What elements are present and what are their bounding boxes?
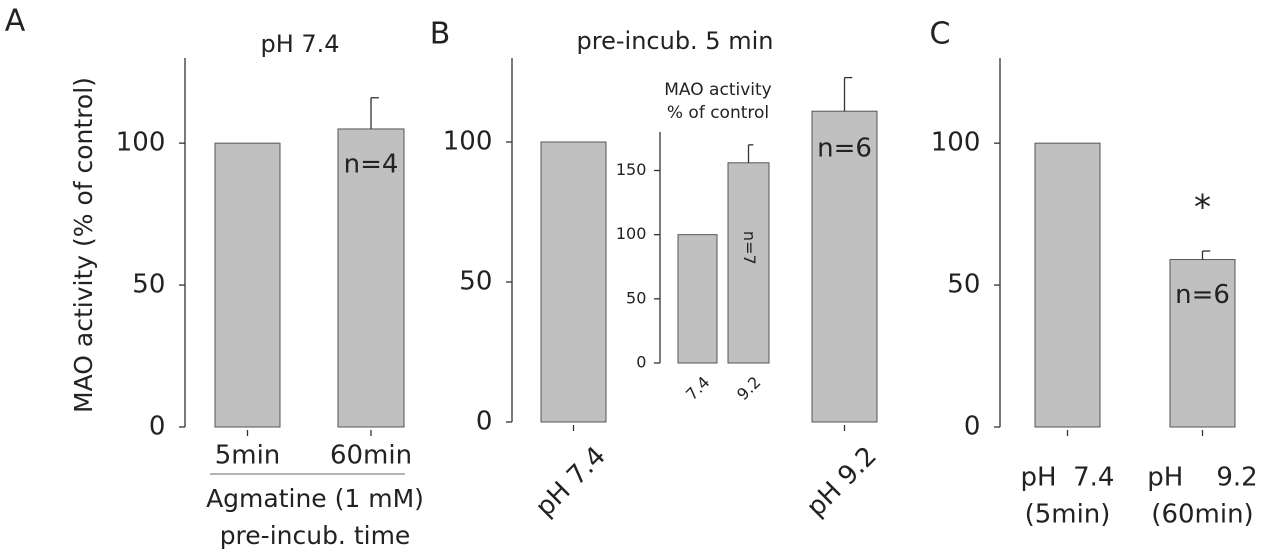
x-tick-label: pH 7.4 — [1021, 463, 1115, 493]
x-tick-label: (5min) — [1025, 500, 1111, 530]
bar — [540, 141, 607, 423]
y-tick-label: 150 — [616, 160, 647, 179]
x-tick-label: 5min — [215, 441, 281, 471]
bar — [1034, 142, 1101, 428]
y-tick-label: 0 — [149, 412, 166, 442]
panel-title: pre-incub. 5 min — [577, 27, 774, 55]
bar — [214, 142, 281, 428]
inset-title: % of control — [667, 103, 769, 123]
y-tick-label: 100 — [616, 224, 647, 243]
panel-letter: C — [930, 17, 951, 52]
y-tick-label: 0 — [964, 412, 981, 442]
y-tick-label: 100 — [116, 128, 166, 158]
y-tick-label: 0 — [636, 353, 646, 372]
panel-letter: B — [430, 17, 451, 52]
bar — [1169, 259, 1236, 428]
inset-title: MAO activity — [664, 80, 771, 100]
panel-title: pH 7.4 — [260, 30, 339, 58]
y-tick-label: 50 — [626, 288, 646, 307]
significance: * — [1194, 188, 1211, 228]
n-label: n=6 — [817, 134, 872, 164]
x-tick-label: pH 9.2 — [1147, 463, 1257, 493]
n-label: n=6 — [1175, 280, 1230, 310]
y-axis-label: MAO activity (% of control) — [69, 77, 98, 413]
bar — [337, 128, 405, 428]
group-label: Agmatine (1 mM) — [206, 484, 424, 513]
n-label: n=4 — [344, 149, 399, 179]
x-tick-label: 60min — [330, 441, 412, 471]
y-tick-label: 100 — [443, 127, 493, 157]
bar — [811, 110, 878, 423]
x-tick-label: (60min) — [1151, 500, 1253, 530]
x-tick-label: pH 9.2 — [801, 441, 883, 523]
y-tick-label: 50 — [132, 270, 165, 300]
n-label: n=7 — [740, 231, 759, 265]
x-tick-label: 7.4 — [682, 373, 713, 404]
panel-letter: A — [5, 4, 26, 39]
y-tick-label: 50 — [459, 267, 492, 297]
bar — [677, 234, 718, 364]
y-tick-label: 0 — [476, 407, 493, 437]
y-tick-label: 50 — [947, 270, 980, 300]
x-tick-label: pH 7.4 — [530, 441, 612, 523]
x-tick-label: 9.2 — [733, 373, 764, 404]
y-tick-label: 100 — [931, 128, 981, 158]
group-label: pre-incub. time — [220, 521, 411, 550]
